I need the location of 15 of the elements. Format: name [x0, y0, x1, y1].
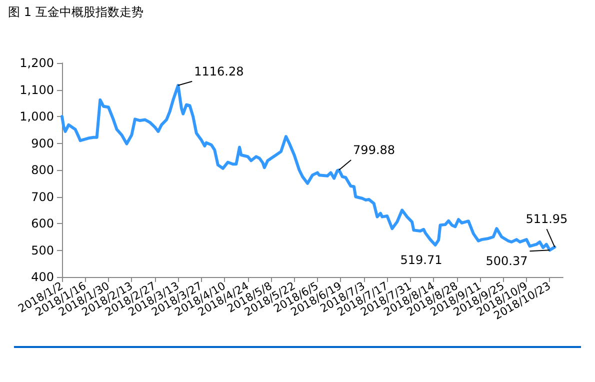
y-tick-label: 1,100	[20, 82, 54, 97]
y-tick-label: 600	[31, 216, 54, 230]
y-tick-label: 1,200	[20, 56, 54, 70]
y-tick-label: 700	[31, 190, 54, 204]
annotation: 519.71	[400, 252, 442, 267]
annotation: 511.95	[526, 212, 568, 226]
y-tick-label: 1,000	[20, 110, 54, 124]
y-tick-label: 800	[31, 163, 54, 177]
y-tick-label: 400	[31, 270, 54, 284]
annotation: 799.88	[353, 143, 396, 158]
annotation: 1116.28	[194, 64, 244, 78]
y-tick-label: 500	[31, 243, 54, 258]
y-tick-label: 900	[31, 136, 54, 150]
annotation: 500.37	[486, 254, 528, 268]
chart-title: 图 1 互金中概股指数走势	[8, 4, 144, 21]
